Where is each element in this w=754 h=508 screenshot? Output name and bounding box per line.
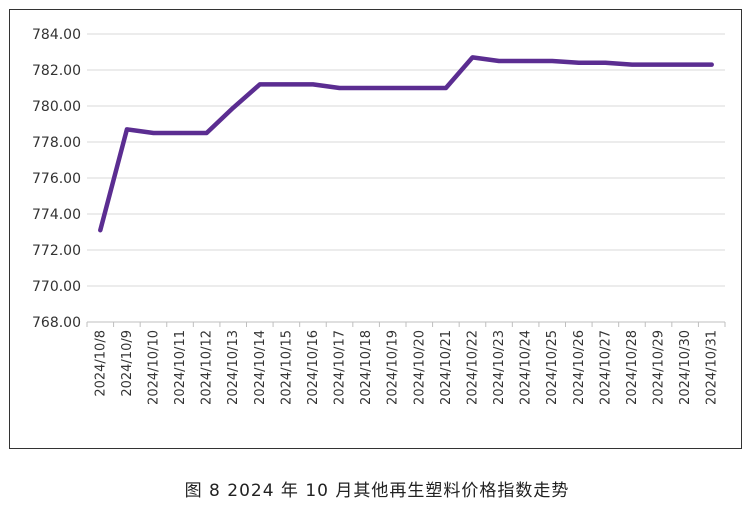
data-point-7: [284, 82, 288, 86]
x-tick-label-13: 2024/10/21: [439, 330, 454, 405]
data-point-15: [497, 59, 501, 63]
data-point-3: [178, 131, 182, 135]
data-point-22: [683, 63, 687, 67]
x-tick-label-14: 2024/10/22: [465, 330, 480, 405]
data-point-19: [603, 61, 607, 65]
x-tick-label-9: 2024/10/17: [333, 330, 348, 405]
y-tick-label-4: 776.00: [32, 171, 81, 187]
y-tick-label-6: 780.00: [32, 99, 81, 115]
x-tick-label-6: 2024/10/14: [253, 330, 268, 405]
data-point-11: [391, 86, 395, 90]
x-tick-label-20: 2024/10/28: [625, 330, 640, 405]
x-tick-label-17: 2024/10/25: [545, 330, 560, 405]
data-point-21: [657, 63, 661, 67]
x-tick-label-8: 2024/10/16: [306, 330, 321, 405]
data-point-9: [338, 86, 342, 90]
y-tick-label-5: 778.00: [32, 135, 81, 151]
data-point-18: [577, 61, 581, 65]
data-point-23: [710, 63, 714, 67]
x-tick-label-2: 2024/10/10: [146, 330, 161, 405]
data-point-2: [151, 131, 155, 135]
x-tick-label-12: 2024/10/20: [412, 330, 427, 405]
data-point-0: [98, 228, 102, 232]
data-point-13: [444, 86, 448, 90]
series-layer: [98, 55, 714, 233]
data-point-20: [630, 63, 634, 67]
data-point-8: [311, 82, 315, 86]
x-tick-label-3: 2024/10/11: [173, 330, 188, 405]
figure-caption: 图 8 2024 年 10 月其他再生塑料价格指数走势: [184, 481, 570, 501]
x-tick-label-0: 2024/10/8: [93, 330, 108, 397]
x-tick-label-1: 2024/10/9: [120, 330, 135, 397]
data-point-4: [205, 131, 209, 135]
y-tick-label-7: 782.00: [32, 63, 81, 79]
x-tick-label-15: 2024/10/23: [492, 330, 507, 405]
y-axis: 768.00 770.00 772.00 774.00 776.00 778.00 780.…: [32, 27, 81, 331]
data-point-16: [524, 59, 528, 63]
x-tick-label-21: 2024/10/29: [652, 330, 667, 405]
y-tick-label-1: 770.00: [32, 279, 81, 295]
y-tick-label-8: 784.00: [32, 27, 81, 43]
gridlines: [87, 33, 725, 323]
x-tick-label-19: 2024/10/27: [598, 330, 613, 405]
x-tick-label-7: 2024/10/15: [279, 330, 294, 405]
y-tick-label-3: 774.00: [32, 207, 81, 223]
x-axis: 2024/10/8 2024/10/9 2024/10/10 2024/10/11 20…: [86, 321, 726, 405]
series-line: [98, 55, 714, 233]
x-tick-label-4: 2024/10/12: [200, 330, 215, 405]
x-tick-label-11: 2024/10/19: [386, 330, 401, 405]
x-tick-label-5: 2024/10/13: [226, 330, 241, 405]
x-tick-label-10: 2024/10/18: [359, 330, 374, 405]
y-tick-label-0: 768.00: [32, 315, 81, 331]
data-point-10: [364, 86, 368, 90]
chart-frame: 768.00 770.00 772.00 774.00 776.00 778.00 780.…: [9, 9, 742, 449]
data-point-6: [258, 82, 262, 86]
line-chart: 768.00 770.00 772.00 774.00 776.00 778.00 780.…: [32, 27, 726, 405]
data-point-14: [470, 55, 474, 59]
x-tick-label-23: 2024/10/31: [705, 330, 720, 405]
y-tick-label-2: 772.00: [32, 243, 81, 259]
data-point-1: [125, 127, 129, 131]
x-tick-label-22: 2024/10/30: [678, 330, 693, 405]
data-point-12: [417, 86, 421, 90]
data-point-5: [231, 106, 235, 110]
x-tick-label-16: 2024/10/24: [519, 330, 534, 405]
data-point-17: [550, 59, 554, 63]
x-tick-label-18: 2024/10/26: [572, 330, 587, 405]
